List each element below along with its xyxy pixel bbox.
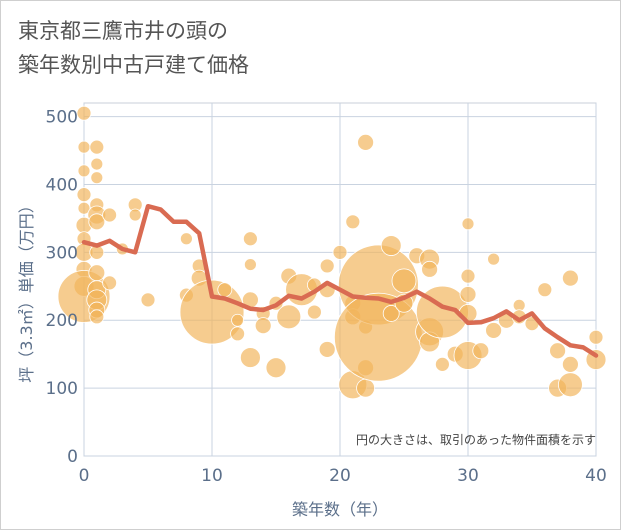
data-bubble <box>558 372 583 398</box>
data-bubble <box>76 187 92 203</box>
data-bubble <box>90 157 104 171</box>
data-bubble <box>239 347 261 368</box>
x-tick-label: 10 <box>201 466 223 486</box>
data-bubble <box>382 305 400 322</box>
data-bubble <box>242 231 258 247</box>
data-bubble <box>77 164 91 178</box>
data-bubble <box>562 355 579 373</box>
data-bubble <box>88 213 106 231</box>
data-bubble <box>319 258 335 274</box>
data-bubble <box>537 282 553 298</box>
data-bubble <box>487 252 501 266</box>
average-price-line <box>81 203 599 358</box>
data-bubble <box>243 258 257 271</box>
data-bubble <box>588 329 604 345</box>
title-line-1: 東京都三鷹市井の頭の <box>18 19 228 43</box>
y-tick-label: 500 <box>46 108 78 128</box>
data-bubble <box>140 292 156 308</box>
y-tick-label: 100 <box>46 379 78 399</box>
data-bubble <box>380 235 402 256</box>
data-bubble <box>562 269 579 287</box>
data-bubble <box>391 268 417 294</box>
data-bubble <box>276 304 302 330</box>
data-bubble <box>77 140 91 154</box>
data-bubble <box>102 207 117 223</box>
y-tick-label: 300 <box>46 243 78 263</box>
data-bubble <box>460 268 476 284</box>
data-bubble <box>77 201 91 215</box>
y-axis-label: 坪（3.3㎡）単価（万円） <box>17 197 36 382</box>
data-bubble <box>421 260 439 278</box>
data-bubble <box>549 342 566 360</box>
data-bubble <box>485 322 503 339</box>
data-bubble <box>265 357 287 379</box>
data-bubble <box>254 317 272 335</box>
data-bubble <box>306 304 322 320</box>
size-annotation: 円の大きさは、取引のあった物件面積を示す <box>356 432 596 447</box>
data-bubble <box>217 282 233 298</box>
title-line-2: 築年数別中古戸建て価格 <box>18 53 249 77</box>
data-bubble <box>472 342 490 360</box>
data-bubble <box>230 326 246 342</box>
data-bubble <box>459 286 477 303</box>
data-bubble <box>76 105 92 121</box>
data-bubble <box>356 378 376 398</box>
data-bubble <box>89 139 105 155</box>
data-bubble <box>318 341 336 358</box>
data-bubble <box>461 217 475 231</box>
data-bubble <box>89 309 105 325</box>
chart-title: 東京都三鷹市井の頭の 築年数別中古戸建て価格 <box>18 14 249 82</box>
x-tick-label: 40 <box>585 466 607 486</box>
data-bubble <box>357 133 375 151</box>
y-tick-label: 0 <box>67 447 78 467</box>
x-tick-label: 0 <box>79 466 90 486</box>
data-bubble <box>179 232 193 246</box>
data-bubble <box>128 208 142 222</box>
y-tick-label: 200 <box>46 311 78 331</box>
data-bubble <box>231 313 245 327</box>
x-tick-label: 20 <box>329 466 351 486</box>
data-bubble <box>434 356 450 372</box>
data-bubble <box>345 214 361 230</box>
data-bubble <box>332 244 348 260</box>
y-tick-label: 400 <box>46 175 78 195</box>
data-bubble <box>88 264 106 282</box>
data-bubble <box>102 275 117 291</box>
x-tick-label: 30 <box>457 466 479 486</box>
x-axis-label: 築年数（年） <box>292 500 388 519</box>
data-bubble <box>90 171 104 185</box>
